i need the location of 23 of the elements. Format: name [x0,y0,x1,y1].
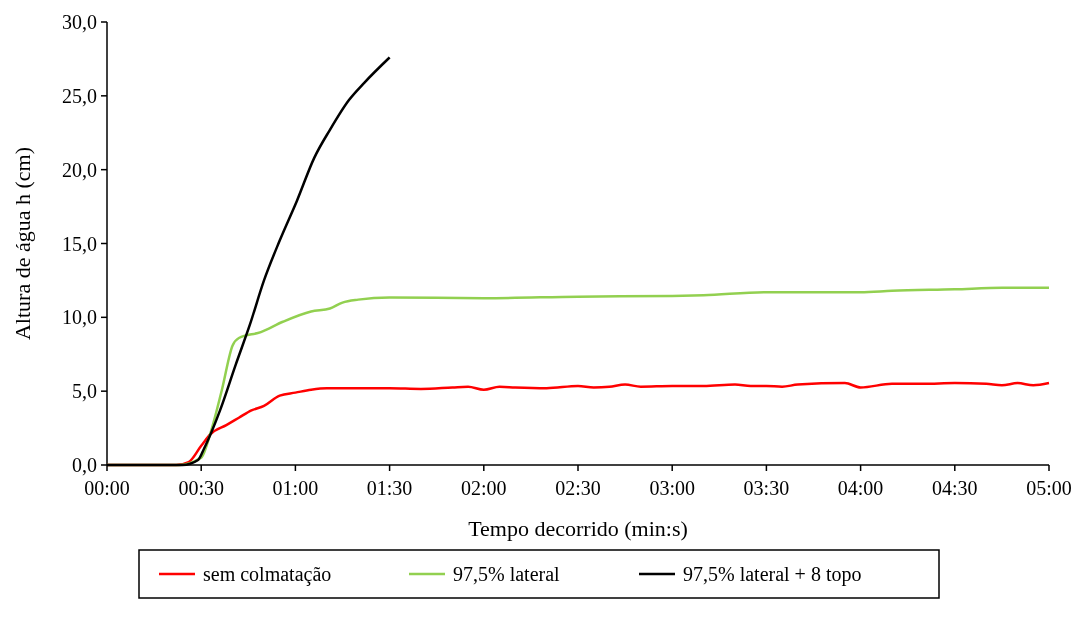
x-tick-label: 00:00 [84,477,130,499]
x-axis-title: Tempo decorrido (min:s) [468,516,688,541]
x-tick-label: 05:00 [1026,477,1072,499]
y-tick-label: 10,0 [62,306,97,329]
y-tick-label: 20,0 [62,158,97,181]
x-tick-label: 02:30 [555,477,601,499]
legend-label: sem colmatação [203,563,332,586]
y-axis-title: Altura de água h (cm) [10,146,35,341]
x-tick-label: 01:00 [272,477,319,499]
legend-label: 97,5% lateral [453,563,561,585]
legend-label: 97,5% lateral + 8 topo [683,563,862,586]
y-tick-label: 25,0 [62,84,97,107]
y-tick-label: 30,0 [62,11,97,33]
x-tick-label: 03:30 [743,477,790,499]
x-tick-label: 00:30 [178,477,224,499]
x-tick-label: 04:30 [932,477,978,499]
y-tick-label: 5,0 [72,380,97,403]
x-tick-label: 03:00 [649,477,695,499]
y-tick-label: 0,0 [72,454,97,476]
y-tick-label: 15,0 [62,232,97,255]
x-tick-label: 02:00 [461,477,507,499]
x-tick-label: 04:00 [837,477,884,499]
x-tick-label: 01:30 [366,477,413,499]
